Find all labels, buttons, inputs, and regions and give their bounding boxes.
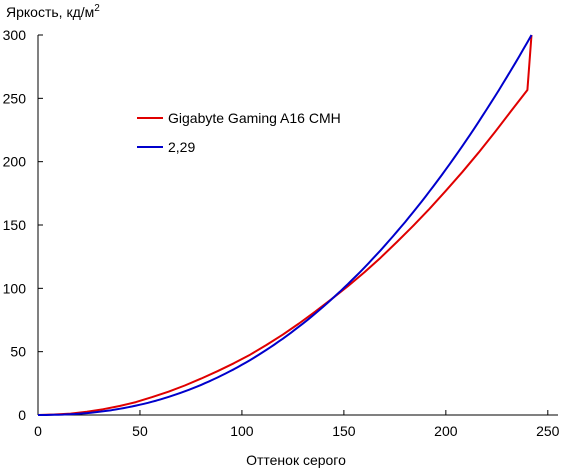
- legend-label-gigabyte: Gigabyte Gaming A16 CMH: [168, 110, 341, 126]
- y-tick-label: 200: [3, 154, 27, 170]
- x-tick-label: 250: [536, 423, 560, 439]
- series-line-gamma-2-29: [38, 34, 533, 416]
- legend-label-gamma: 2,29: [168, 139, 195, 155]
- y-axis-title-text: Яркость, кд/м: [6, 4, 94, 20]
- series-line-gigabyte: [37, 34, 533, 416]
- x-tick-label: 0: [34, 423, 42, 439]
- y-axis-title: Яркость, кд/м2: [6, 3, 100, 20]
- y-tick-label: 300: [3, 27, 27, 43]
- y-tick-label: 100: [3, 280, 27, 296]
- y-axis-title-superscript: 2: [94, 3, 100, 14]
- x-tick-label: 100: [230, 423, 254, 439]
- x-tick-label: 150: [332, 423, 356, 439]
- x-ticks: 0 50 100 150 200 250: [34, 410, 560, 439]
- x-tick-label: 50: [132, 423, 148, 439]
- x-axis-title: Оттенок серого: [246, 452, 346, 468]
- axes: [37, 35, 558, 416]
- y-ticks: 0 50 100 150 200 250 300: [3, 27, 43, 423]
- y-tick-label: 0: [18, 407, 26, 423]
- series-lines: [37, 34, 533, 416]
- y-tick-label: 150: [3, 217, 27, 233]
- y-tick-label: 250: [3, 90, 27, 106]
- legend: Gigabyte Gaming A16 CMH 2,29: [137, 110, 341, 155]
- y-tick-label: 50: [10, 344, 26, 360]
- x-tick-label: 200: [434, 423, 458, 439]
